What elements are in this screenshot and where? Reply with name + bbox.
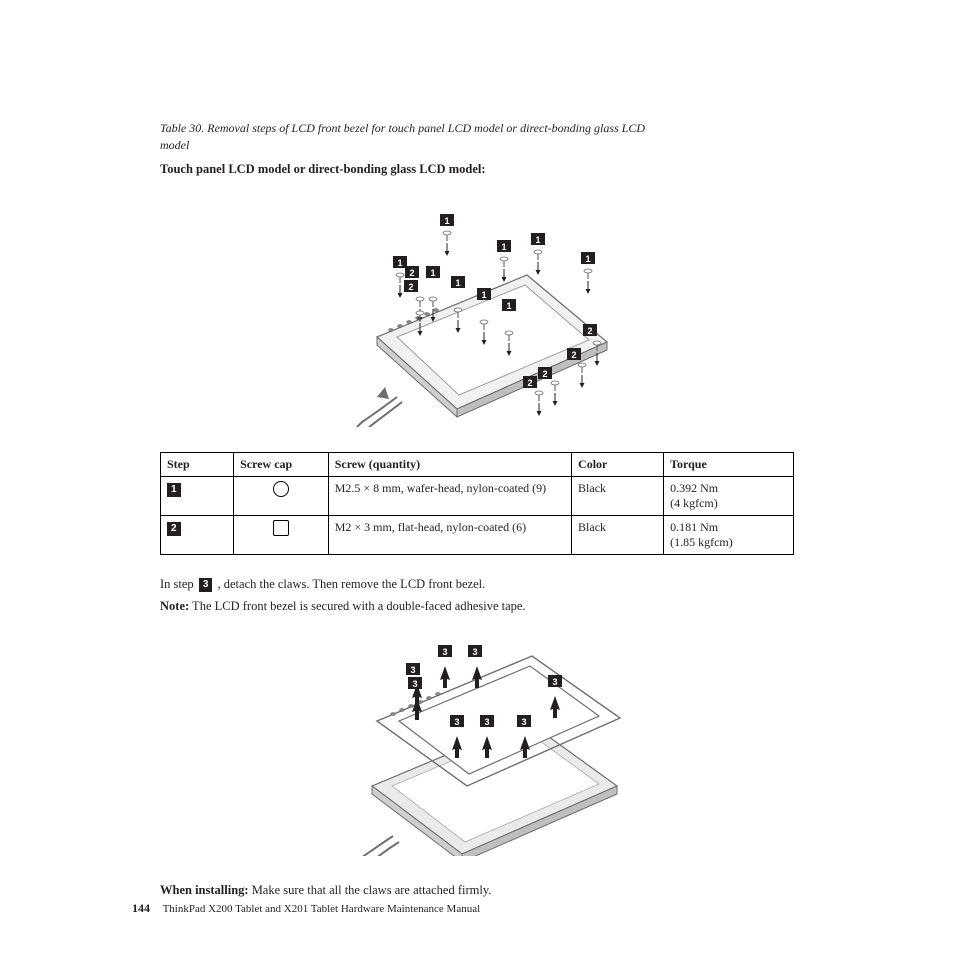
svg-text:1: 1 [397, 258, 402, 268]
install-label: When installing: [160, 883, 249, 897]
step3-badge: 3 [199, 578, 213, 592]
table-row: 1M2.5 × 8 mm, wafer-head, nylon-coated (… [161, 476, 794, 515]
svg-text:3: 3 [410, 665, 415, 675]
step3-pre: In step [160, 577, 197, 591]
diagram-bottom: 3 3 3 3 3 3 3 3 [160, 626, 794, 861]
svg-text:3: 3 [454, 717, 459, 727]
install-text: Make sure that all the claws are attache… [249, 883, 492, 897]
svg-text:2: 2 [571, 350, 576, 360]
note-text: The LCD front bezel is secured with a do… [189, 599, 525, 613]
step-badge: 2 [167, 522, 181, 536]
table-row: 2M2 × 3 mm, flat-head, nylon-coated (6)B… [161, 515, 794, 554]
step3-instruction: In step 3 , detach the claws. Then remov… [160, 575, 794, 594]
note-label: Note: [160, 599, 189, 613]
svg-text:2: 2 [587, 326, 592, 336]
svg-text:1: 1 [535, 235, 540, 245]
svg-text:3: 3 [412, 679, 417, 689]
th-color: Color [572, 452, 664, 476]
footer-title: ThinkPad X200 Tablet and X201 Tablet Har… [163, 903, 481, 915]
svg-text:1: 1 [501, 242, 506, 252]
note-line: Note: The LCD front bezel is secured wit… [160, 597, 794, 616]
th-step: Step [161, 452, 234, 476]
step-badge: 1 [167, 483, 181, 497]
svg-text:2: 2 [542, 369, 547, 379]
svg-text:3: 3 [442, 647, 447, 657]
svg-text:2: 2 [527, 378, 532, 388]
square-icon [273, 520, 289, 536]
svg-text:1: 1 [444, 216, 449, 226]
th-torque: Torque [664, 452, 794, 476]
svg-text:3: 3 [484, 717, 489, 727]
step3-post: , detach the claws. Then remove the LCD … [214, 577, 485, 591]
svg-text:3: 3 [521, 717, 526, 727]
table-caption: Table 30. Removal steps of LCD front bez… [160, 120, 660, 154]
diagram-top: 111111111222222 [160, 187, 794, 432]
page-footer: 144 ThinkPad X200 Tablet and X201 Tablet… [132, 901, 480, 916]
svg-text:2: 2 [408, 282, 413, 292]
svg-text:1: 1 [585, 254, 590, 264]
svg-text:3: 3 [472, 647, 477, 657]
svg-text:1: 1 [481, 290, 486, 300]
screw-table: Step Screw cap Screw (quantity) Color To… [160, 452, 794, 555]
circle-icon [273, 481, 289, 497]
page-content: Table 30. Removal steps of LCD front bez… [0, 0, 954, 934]
page-number: 144 [132, 901, 150, 915]
table-header-row: Step Screw cap Screw (quantity) Color To… [161, 452, 794, 476]
svg-text:1: 1 [455, 278, 460, 288]
svg-text:1: 1 [430, 268, 435, 278]
install-line: When installing: Make sure that all the … [160, 881, 794, 900]
svg-text:2: 2 [409, 268, 414, 278]
svg-text:1: 1 [506, 301, 511, 311]
th-screw: Screw (quantity) [328, 452, 571, 476]
section-heading: Touch panel LCD model or direct-bonding … [160, 162, 794, 177]
svg-text:3: 3 [552, 677, 557, 687]
th-cap: Screw cap [234, 452, 329, 476]
